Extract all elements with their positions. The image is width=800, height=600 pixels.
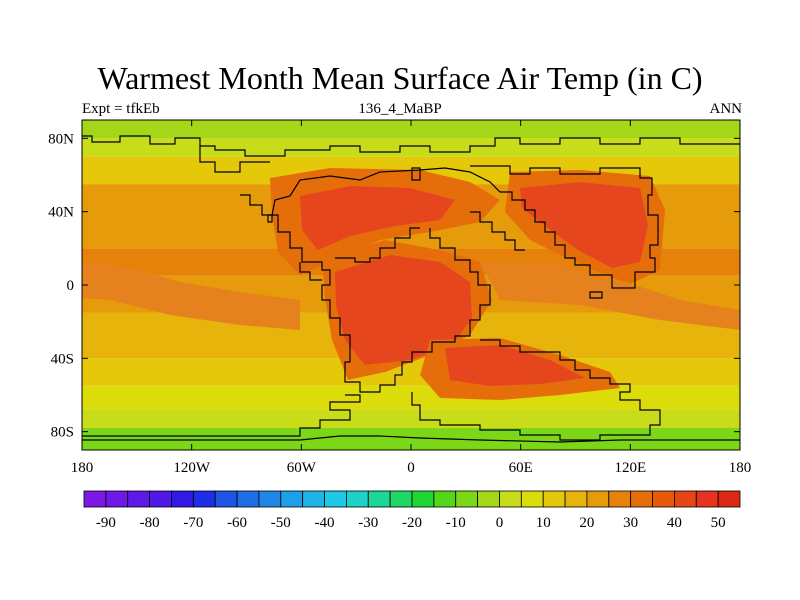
latitude-axis: 80N 40N 0 40S 80S [48, 131, 740, 441]
colorbar-swatch [83, 490, 107, 508]
colorbar-swatch [499, 490, 522, 508]
colorbar-label: -80 [140, 515, 160, 531]
colorbar-label: 50 [711, 515, 726, 531]
colorbar-label: -20 [402, 515, 422, 531]
colorbar-label: -70 [183, 515, 203, 531]
colorbar-swatch [674, 490, 697, 508]
colorbar-swatch [411, 490, 435, 508]
colorbar-swatch [214, 490, 238, 508]
lat-label: 0 [67, 278, 75, 294]
lon-label: 60W [287, 460, 317, 476]
gondwana-hot-core [335, 255, 472, 365]
colorbar-swatch [324, 490, 347, 508]
colorbar-label: -10 [446, 515, 466, 531]
lon-label: 180 [729, 460, 752, 476]
colorbar-swatch [389, 490, 413, 508]
colorbar-swatch [258, 490, 282, 508]
lat-label: 40N [48, 205, 74, 221]
colorbar-label: 10 [536, 515, 551, 531]
colorbar-label: -90 [96, 515, 116, 531]
lon-label: 120W [173, 460, 211, 476]
colorbar-swatch [171, 490, 194, 508]
lon-label: 120E [614, 460, 646, 476]
west-ocean-warm-tongue [82, 262, 300, 330]
period-label: ANN [709, 101, 743, 117]
east-ocean-warm-tongue [480, 262, 740, 330]
colorbar-swatch [236, 490, 260, 508]
colorbar-swatch [455, 490, 479, 508]
band-8 [82, 385, 740, 410]
lat-label: 40S [51, 351, 74, 367]
colorbar-swatch [564, 490, 588, 508]
continent-outlines [82, 135, 740, 443]
map-title: Warmest Month Mean Surface Air Temp (in … [97, 60, 703, 96]
colorbar-swatch [542, 490, 566, 508]
colorbar-label: 20 [579, 515, 594, 531]
colorbar-swatch [367, 490, 391, 508]
lon-label: 60E [509, 460, 533, 476]
colorbar-swatch [433, 490, 457, 508]
colorbar-swatch [717, 490, 741, 508]
colorbar-label: 40 [667, 515, 682, 531]
colorbar-swatch [127, 490, 150, 508]
colorbar-swatch [477, 490, 500, 508]
lat-label: 80N [48, 131, 74, 147]
colorbar-swatch [280, 490, 304, 508]
band-9 [82, 409, 740, 428]
colorbar-swatch [302, 490, 325, 508]
age-label: 136_4_MaBP [358, 101, 442, 117]
colorbar-swatch [695, 490, 719, 508]
lon-label: 180 [71, 460, 94, 476]
colorbar-swatch [345, 490, 369, 508]
colorbar: -90 -80 -70 -60 -50 -40 -30 -20 -10 0 10 20 30 40 50 [83, 490, 741, 531]
eurasia-hot-core [520, 182, 648, 268]
colorbar-swatch [149, 490, 172, 508]
continental-warm-regions [82, 168, 740, 400]
colorbar-swatch [105, 490, 129, 508]
lat-label: 80S [51, 425, 74, 441]
colorbar-swatch [608, 490, 632, 508]
colorbar-swatch [630, 490, 653, 508]
lon-label: 0 [407, 460, 415, 476]
colorbar-label: -50 [271, 515, 291, 531]
colorbar-swatch [520, 490, 544, 508]
longitude-axis: 180 120W 60W 0 60E 120E 180 [71, 120, 752, 476]
band-1 [82, 138, 740, 157]
colorbar-label: 0 [496, 515, 504, 531]
experiment-label: Expt = tfkEb [82, 101, 160, 117]
colorbar-label: 30 [623, 515, 638, 531]
colorbar-label: -30 [358, 515, 378, 531]
north-america-hot-core [300, 186, 455, 250]
colorbar-swatch [652, 490, 675, 508]
colorbar-swatch [586, 490, 610, 508]
colorbar-label: -60 [227, 515, 247, 531]
band-10 [82, 428, 740, 450]
colorbar-swatch [192, 490, 216, 508]
band-7 [82, 358, 740, 386]
southern-hot-core [445, 345, 585, 386]
band-0 [82, 120, 740, 139]
colorbar-label: -40 [315, 515, 335, 531]
